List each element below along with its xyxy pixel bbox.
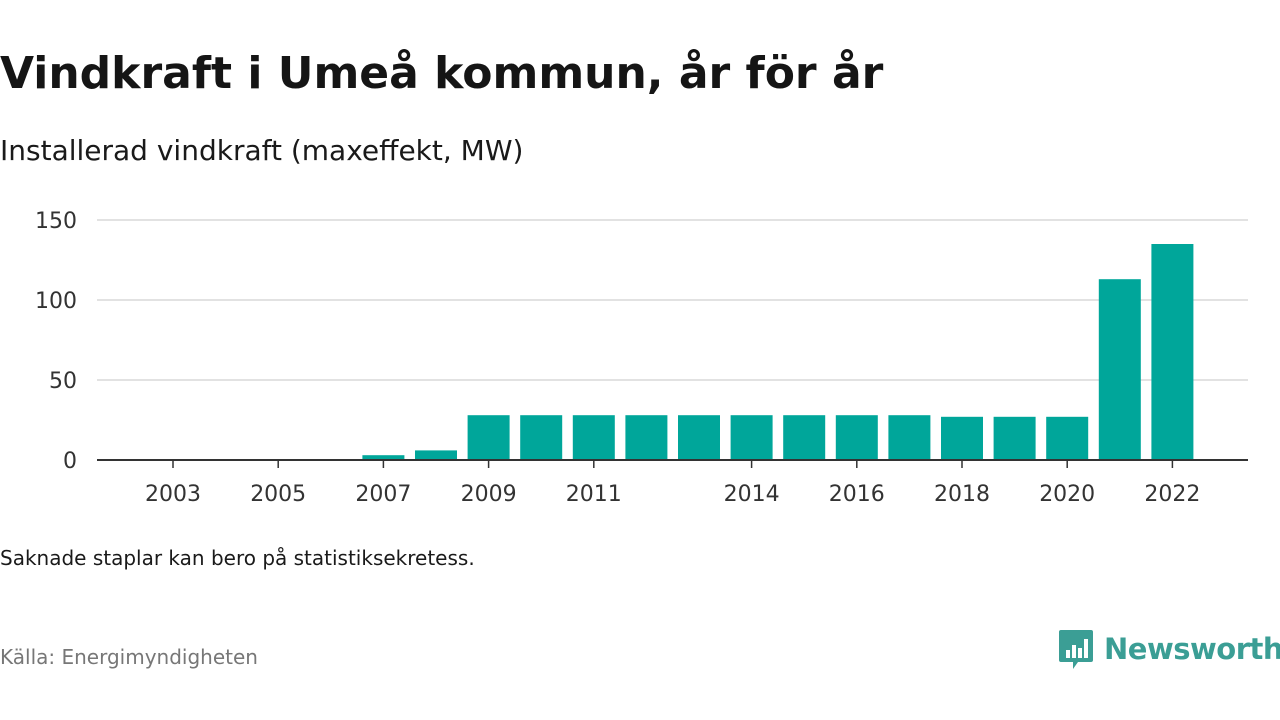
bar-2019	[993, 416, 1036, 460]
x-tick-label: 2007	[355, 482, 411, 507]
x-tick-label: 2018	[934, 482, 990, 507]
y-tick-label: 0	[63, 449, 77, 474]
chart-title: Vindkraft i Umeå kommun, år för år	[0, 48, 884, 99]
bar-2008	[415, 450, 457, 460]
brand-name: Newsworthy	[1104, 632, 1280, 666]
newsworthy-logo: Newsworthy	[1058, 628, 1280, 670]
x-tick-label: 2020	[1039, 482, 1095, 507]
x-axis-ticks: 2003 2005 2007 2009 2011 2014 2016 2018 2020 2022	[145, 460, 1200, 507]
gridlines	[97, 219, 1248, 381]
x-tick-label: 2003	[145, 482, 201, 507]
chart-subtitle: Installerad vindkraft (maxeffekt, MW)	[0, 134, 524, 167]
y-tick-label: 100	[35, 289, 77, 314]
bar-2022	[1151, 244, 1194, 460]
y-tick-label: 150	[35, 209, 77, 234]
x-tick-label: 2016	[829, 482, 885, 507]
bar-2009	[467, 415, 510, 460]
bars	[362, 244, 1194, 460]
bar-2020	[1046, 416, 1089, 460]
bar-2012	[625, 415, 668, 460]
bar-2017	[888, 415, 931, 460]
y-tick-label: 50	[49, 369, 77, 394]
x-tick-label: 2011	[566, 482, 622, 507]
bar-2011	[572, 415, 615, 460]
x-tick-label: 2022	[1144, 482, 1200, 507]
bar-2014	[730, 415, 773, 460]
y-axis-ticks: 0 50 100 150	[35, 209, 77, 474]
bar-2018	[941, 416, 983, 460]
bar-2007	[362, 455, 405, 460]
bar-2015	[783, 415, 826, 460]
source-label: Källa: Energimyndigheten	[0, 645, 258, 669]
bar-2010	[520, 415, 563, 460]
bar-2013	[678, 415, 720, 460]
footnote: Saknade staplar kan bero på statistiksek…	[0, 546, 475, 570]
x-tick-label: 2009	[461, 482, 517, 507]
newsworthy-logo-icon	[1059, 630, 1093, 669]
x-tick-label: 2005	[250, 482, 306, 507]
bar-2016	[835, 415, 878, 460]
x-tick-label: 2014	[724, 482, 780, 507]
bar-2021	[1098, 279, 1141, 460]
